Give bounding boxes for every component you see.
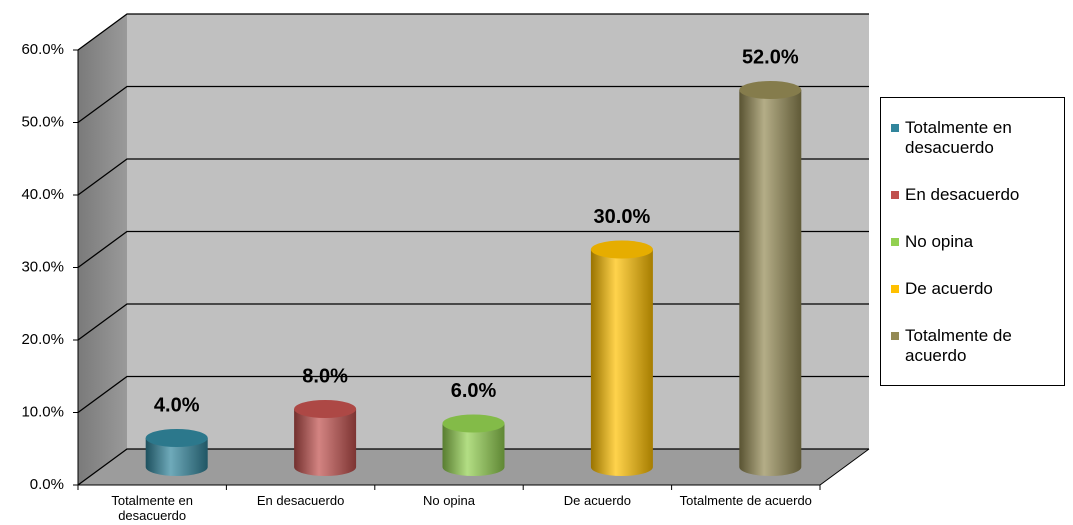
y-tick-label: 50.0% [21,113,64,130]
cylinder-top [294,400,357,418]
y-tick-label: 0.0% [30,476,64,493]
grid-line [77,85,869,124]
value-label: 8.0% [302,365,348,387]
legend-label: Totalmente en desacuerdo [905,117,1012,157]
cylinder-top [145,429,208,447]
value-label: 4.0% [154,394,200,416]
legend-entry: En desacuerdo [891,185,1060,205]
y-tick-label: 20.0% [21,331,64,348]
x-tick-label: De acuerdo [563,493,631,508]
x-tick-label: No opina [422,493,476,508]
legend-entry: No opina [891,232,1060,252]
legend: Totalmente en desacuerdo En desacuerdo No … [880,97,1065,386]
cylinder [145,438,208,476]
cylinder-top [590,240,653,259]
legend-swatch [891,190,899,199]
cylinder-top [739,81,802,99]
x-tick-label: En desacuerdo [256,493,345,508]
legend-swatch [891,123,899,132]
cylinder [442,423,505,476]
grid-line [77,13,869,51]
y-tick-label: 10.0% [21,403,64,420]
y-tick-label: 30.0% [21,258,64,275]
y-tick-label: 60.0% [21,41,64,58]
cylinder-top [442,414,505,433]
legend-entry: De acuerdo [891,279,1060,299]
legend-entry: Totalmente en desacuerdo [891,118,1060,158]
legend-swatch [891,331,899,340]
cylinder [294,409,357,476]
x-tick-label: Totalmente en desacuerdo [111,493,194,523]
legend-label: No opina [905,231,974,251]
value-label: 30.0% [594,206,651,228]
legend-entry: Totalmente de acuerdo [891,326,1060,366]
value-label: 6.0% [451,380,497,402]
y-tick-label: 40.0% [21,186,64,203]
legend-swatch [891,284,899,293]
cylinder [739,90,802,476]
x-tick-label: Totalmente de acuerdo [679,493,812,508]
grid-line [77,230,869,269]
legend-swatch [891,237,899,246]
legend-label: Totalmente de acuerdo [905,325,1012,365]
cylinder [590,249,653,476]
legend-label: En desacuerdo [905,184,1020,204]
value-label: 52.0% [742,46,799,68]
grid-line [77,158,869,196]
legend-label: De acuerdo [905,278,993,298]
